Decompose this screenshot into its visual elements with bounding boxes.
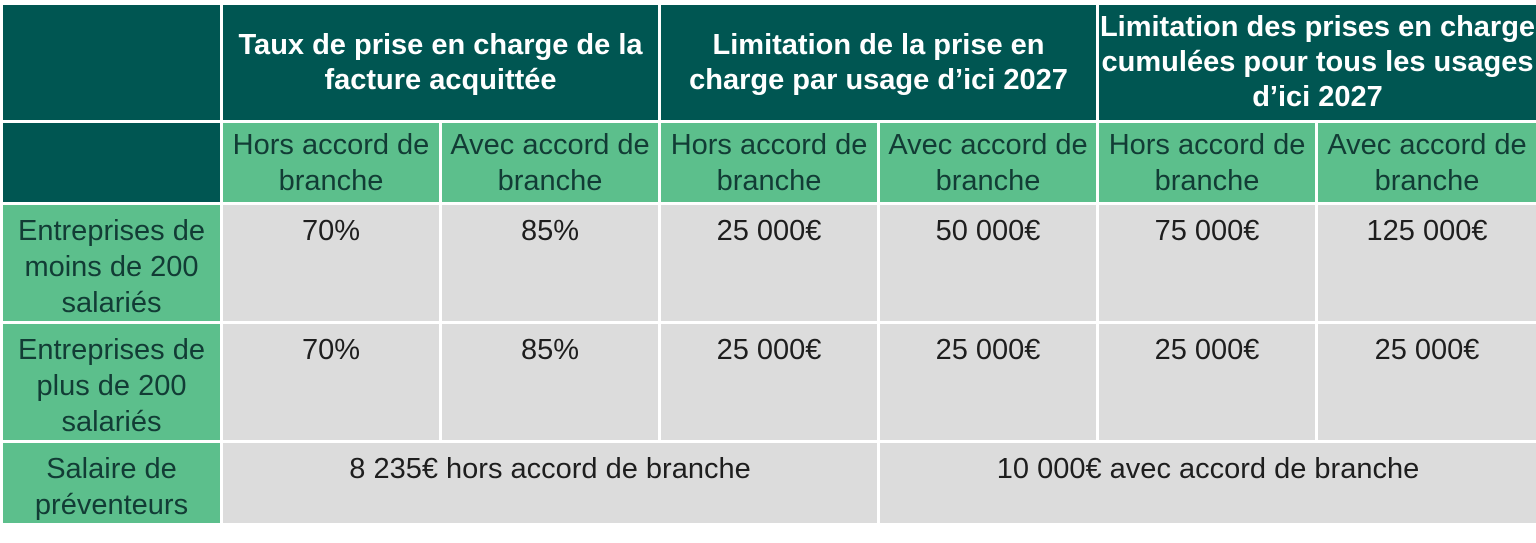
table-cell: 25 000€	[877, 321, 1100, 443]
table-row: Entreprises de plus de 200 salariés 70% …	[0, 321, 1536, 443]
subheader-cell: Hors accord de branche	[1096, 120, 1319, 205]
corner-cell	[0, 2, 223, 123]
row-label-small-companies: Entreprises de moins de 200 salariés	[0, 202, 223, 324]
table-cell: 70%	[220, 202, 442, 324]
funding-table-container: Taux de prise en charge de la facture ac…	[0, 2, 1536, 526]
row-label-preventers-salary: Salaire de préventeurs	[0, 440, 223, 526]
header-group-per-use-limit: Limitation de la prise en charge par usa…	[658, 2, 1100, 123]
table-cell: 85%	[438, 202, 662, 324]
table-cell: 70%	[220, 321, 442, 443]
funding-table: Taux de prise en charge de la facture ac…	[0, 2, 1536, 526]
header-row: Taux de prise en charge de la facture ac…	[0, 2, 1536, 123]
table-cell: 85%	[438, 321, 662, 443]
subheader-cell: Hors accord de branche	[220, 120, 442, 205]
footer-row: Salaire de préventeurs 8 235€ hors accor…	[0, 440, 1536, 526]
header-group-rate: Taux de prise en charge de la facture ac…	[219, 2, 662, 123]
table-cell: 25 000€	[1315, 321, 1536, 443]
table-cell: 125 000€	[1315, 202, 1536, 324]
table-cell: 25 000€	[1096, 321, 1319, 443]
table-row: Entreprises de moins de 200 salariés 70%…	[0, 202, 1536, 324]
table-cell: 50 000€	[877, 202, 1100, 324]
table-cell: 75 000€	[1096, 202, 1319, 324]
table-cell: 25 000€	[658, 321, 881, 443]
subheader-cell: Hors accord de branche	[658, 120, 881, 205]
header-group-cumulative-limit: Limitation des prises en charge cumulées…	[1096, 2, 1536, 123]
subheader-cell: Avec accord de branche	[438, 120, 662, 205]
subheader-row: Hors accord de branche Avec accord de br…	[0, 120, 1536, 205]
footer-cell-without-agreement: 8 235€ hors accord de branche	[219, 440, 881, 526]
footer-cell-with-agreement: 10 000€ avec accord de branche	[877, 440, 1536, 526]
table-cell: 25 000€	[658, 202, 881, 324]
subheader-corner-cell	[0, 120, 223, 205]
row-label-large-companies: Entreprises de plus de 200 salariés	[0, 321, 223, 443]
subheader-cell: Avec accord de branche	[877, 120, 1100, 205]
subheader-cell: Avec accord de branche	[1315, 120, 1536, 205]
